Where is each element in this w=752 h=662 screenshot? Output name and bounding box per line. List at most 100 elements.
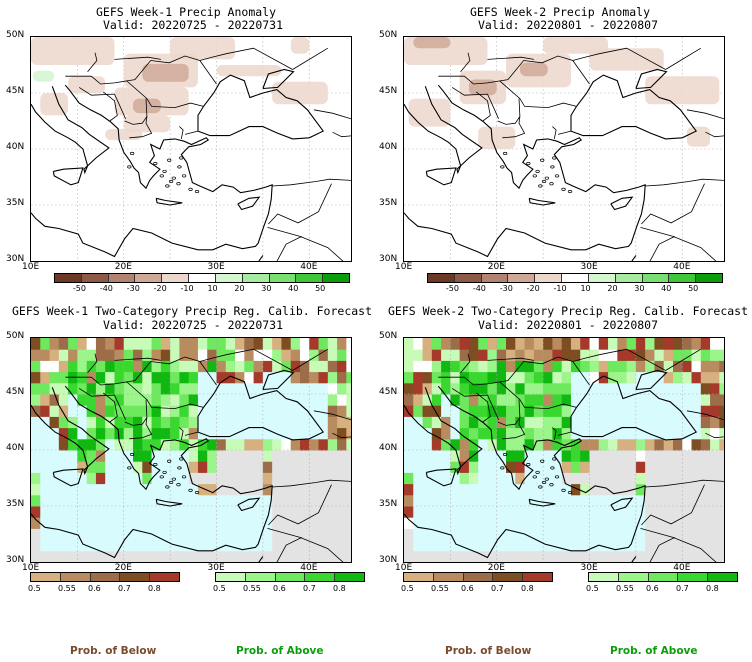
country-border [476,91,491,122]
prob-cell [654,483,665,496]
prob-cell [580,382,591,395]
prob-cell [95,349,106,361]
prob-cell [262,506,273,518]
prob-cell [235,394,245,406]
prob-cell [626,506,637,518]
country-border [272,479,351,488]
prob-cell [151,528,162,541]
prob-cell [179,360,190,373]
prob-cell [235,382,245,395]
prob-cell [515,349,526,361]
prob-cell [413,472,424,485]
prob-cell [404,461,414,473]
prob-cell [626,349,637,361]
island [526,463,531,467]
prob-cell [543,438,553,451]
colorbar-tick-label: 30 [634,284,645,293]
prob-cell [506,506,516,518]
prob-cell [105,483,115,496]
lat-label: 50N [6,30,25,40]
country-border [332,131,351,138]
anomaly-patch [68,76,106,93]
footer-below-right: Prob. of Below [445,645,532,657]
prob-cell [49,338,60,350]
prob-cell [580,550,591,562]
prob-cell [487,550,498,562]
island [188,187,193,191]
prob-cell [691,450,702,462]
prob-cell [337,494,347,507]
prob-cell [654,371,665,384]
prob-cell [207,371,218,384]
country-border [124,417,148,426]
prob-cell [617,450,628,462]
prob-cell [617,461,628,473]
prob-cell [663,539,674,552]
prob-cell [496,550,507,562]
prob-cell [179,416,190,429]
prob-cell [151,427,162,440]
island [502,452,508,457]
prob-cell [281,349,292,361]
prob-cell [77,517,88,529]
prob-cell [710,494,720,507]
colorbar-swatch [242,274,270,282]
prob-cell [719,483,724,496]
prob-cell [133,394,143,406]
prob-cell [441,550,451,562]
prob-cell [617,405,628,417]
prob-cell [253,517,264,529]
island [194,491,200,495]
prob-cell [543,405,553,417]
prob-cell [327,349,338,361]
prob-cell [691,528,702,541]
prob-cell [160,371,171,384]
country-border [103,91,118,122]
prob-cell [719,349,724,361]
prob-cell [710,517,720,529]
prob-cell [40,506,51,518]
coastline [258,255,264,261]
prob-cell [244,338,255,350]
prob-cell [691,461,702,473]
prob-cell [561,416,572,429]
lon-label: 40E [673,262,691,272]
prob-cell [40,483,51,496]
country-border [129,399,153,440]
prob-cell [654,382,665,395]
prob-cell [487,450,498,462]
prob-cell [290,338,301,350]
prob-cell [468,517,479,529]
prob-cell [142,483,153,496]
colorbar-tick-label: 20 [607,284,618,293]
prob-cell [58,349,69,361]
prob-cell [524,506,535,518]
prob-cell [160,349,171,361]
prob-cell [682,528,693,541]
lon-label: 20E [487,262,505,272]
prob-cell [543,483,553,496]
island [540,459,545,463]
prob-cell [68,427,78,440]
prob-cell [327,550,338,562]
anomaly-patch [40,93,69,116]
colorbar-tick-label: -30 [499,284,513,293]
prob-cell [253,550,264,562]
prob-cell [105,360,115,373]
prob-cell [700,528,711,541]
prob-cell [142,494,153,507]
island [179,156,184,160]
coastline [197,375,325,441]
prob-cell [346,517,351,529]
prob-cell [635,528,646,541]
prob-cell [114,483,125,496]
prob-cell [404,483,414,496]
prob-cell [170,394,180,406]
prob-cell [487,427,498,440]
coastline [31,385,273,559]
prob-cell [468,371,479,384]
prob-cell [40,349,51,361]
prob-cell [318,405,329,417]
prob-cell [160,416,171,429]
prob-cell [431,349,442,361]
